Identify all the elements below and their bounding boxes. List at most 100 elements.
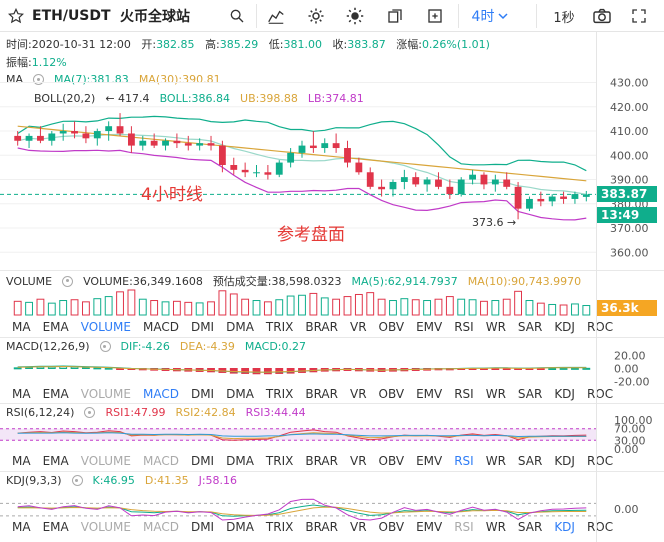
tab-ema[interactable]: EMA <box>42 387 69 401</box>
tab-emv[interactable]: EMV <box>416 320 443 334</box>
tab-wr[interactable]: WR <box>485 520 506 534</box>
tab-roc[interactable]: ROC <box>586 520 614 534</box>
camera-icon[interactable] <box>590 0 614 32</box>
expand-icon[interactable] <box>628 0 650 32</box>
divider <box>458 4 459 28</box>
tab-obv[interactable]: OBV <box>378 320 405 334</box>
tab-trix[interactable]: TRIX <box>265 454 294 468</box>
tab-vr[interactable]: VR <box>349 320 367 334</box>
tab-macd[interactable]: MACD <box>142 320 179 334</box>
tab-ema[interactable]: EMA <box>42 320 69 334</box>
tab-brar[interactable]: BRAR <box>305 520 338 534</box>
macd-bar <box>525 368 534 370</box>
tab-trix[interactable]: TRIX <box>265 387 294 401</box>
tab-obv[interactable]: OBV <box>378 520 405 534</box>
gear-icon[interactable] <box>71 475 83 486</box>
symbol-name[interactable]: ETH/USDT <box>32 8 111 24</box>
tab-rsi[interactable]: RSI <box>454 520 474 534</box>
candle-body <box>457 179 465 195</box>
macd-bar <box>59 366 68 369</box>
settings-icon[interactable] <box>305 0 327 32</box>
star-icon[interactable] <box>6 0 26 32</box>
tab-ma[interactable]: MA <box>12 454 31 468</box>
tab-rsi[interactable]: RSI <box>454 320 474 334</box>
tab-vr[interactable]: VR <box>349 387 367 401</box>
tab-sar[interactable]: SAR <box>517 520 543 534</box>
tab-emv[interactable]: EMV <box>416 387 443 401</box>
tab-ma[interactable]: MA <box>12 520 31 534</box>
indicator-icon[interactable] <box>264 0 288 32</box>
theme-icon[interactable] <box>344 0 366 32</box>
macd-bar <box>82 367 90 370</box>
gear-icon[interactable] <box>62 275 74 287</box>
volume-bar <box>548 303 557 316</box>
tab-dma[interactable]: DMA <box>226 387 254 401</box>
tab-dmi[interactable]: DMI <box>190 387 215 401</box>
tab-obv[interactable]: OBV <box>378 454 405 468</box>
y-tick-label: 100.00 <box>614 414 653 427</box>
tab-kdj[interactable]: KDJ <box>554 520 575 534</box>
tab-kdj[interactable]: KDJ <box>554 320 575 334</box>
tab-trix[interactable]: TRIX <box>265 520 294 534</box>
gear-icon[interactable] <box>84 407 96 418</box>
gear-icon[interactable] <box>99 341 111 352</box>
kdj-legend: KDJ(9,3,3) K:46.95 D:41.35 J:58.16 <box>6 474 238 487</box>
tab-roc[interactable]: ROC <box>586 320 614 334</box>
tab-volume[interactable]: VOLUME <box>80 320 131 334</box>
tab-obv[interactable]: OBV <box>378 387 405 401</box>
tab-ema[interactable]: EMA <box>42 520 69 534</box>
tab-volume[interactable]: VOLUME <box>80 454 131 468</box>
tab-vr[interactable]: VR <box>349 454 367 468</box>
search-icon[interactable] <box>226 0 248 32</box>
divider <box>0 471 664 472</box>
tab-brar[interactable]: BRAR <box>305 320 338 334</box>
tab-brar[interactable]: BRAR <box>305 454 338 468</box>
tab-volume[interactable]: VOLUME <box>80 520 131 534</box>
tab-ema[interactable]: EMA <box>42 454 69 468</box>
countdown-badge: 13:49 <box>597 207 657 223</box>
divider <box>0 270 664 271</box>
boll-mid-line <box>17 133 587 195</box>
tab-brar[interactable]: BRAR <box>305 387 338 401</box>
tab-dma[interactable]: DMA <box>226 454 254 468</box>
tab-ma[interactable]: MA <box>12 320 31 334</box>
tab-macd[interactable]: MACD <box>142 387 179 401</box>
macd-bar <box>207 368 215 373</box>
tab-dma[interactable]: DMA <box>226 320 254 334</box>
tab-sar[interactable]: SAR <box>517 320 543 334</box>
tab-dma[interactable]: DMA <box>226 520 254 534</box>
gear-icon[interactable] <box>33 74 45 85</box>
tab-roc[interactable]: ROC <box>586 387 614 401</box>
tab-trix[interactable]: TRIX <box>265 320 294 334</box>
tab-sar[interactable]: SAR <box>517 387 543 401</box>
macd-bar <box>457 368 466 370</box>
tab-kdj[interactable]: KDJ <box>554 387 575 401</box>
macd-bar <box>354 368 363 372</box>
indicator-tabs-3: MA EMA VOLUME MACD DMI DMA TRIX BRAR VR OBV EMV RSI… <box>0 452 613 470</box>
copy-icon[interactable] <box>384 0 406 32</box>
tab-volume[interactable]: VOLUME <box>80 387 131 401</box>
tab-sar[interactable]: SAR <box>517 454 543 468</box>
tab-wr[interactable]: WR <box>485 454 506 468</box>
period-select[interactable]: 4时 <box>468 0 512 32</box>
interval-select[interactable]: 1秒 <box>553 10 575 26</box>
tab-dmi[interactable]: DMI <box>190 454 215 468</box>
tab-rsi[interactable]: RSI <box>454 387 474 401</box>
tab-macd[interactable]: MACD <box>142 520 179 534</box>
fullscreen-icon[interactable] <box>424 0 446 32</box>
tab-wr[interactable]: WR <box>485 320 506 334</box>
tab-rsi[interactable]: RSI <box>454 454 474 468</box>
macd-bar <box>93 367 102 370</box>
tab-emv[interactable]: EMV <box>416 454 443 468</box>
tab-roc[interactable]: ROC <box>586 454 614 468</box>
tab-ma[interactable]: MA <box>12 387 31 401</box>
tab-macd[interactable]: MACD <box>142 454 179 468</box>
tab-vr[interactable]: VR <box>349 520 367 534</box>
tab-dmi[interactable]: DMI <box>190 320 215 334</box>
y-tick-label: 0.00 <box>614 503 639 516</box>
tab-wr[interactable]: WR <box>485 387 506 401</box>
tab-emv[interactable]: EMV <box>416 520 443 534</box>
tab-kdj[interactable]: KDJ <box>554 454 575 468</box>
indicator-tabs-2: MA EMA VOLUME MACD DMI DMA TRIX BRAR VR OBV EMV RSI… <box>0 385 613 403</box>
tab-dmi[interactable]: DMI <box>190 520 215 534</box>
